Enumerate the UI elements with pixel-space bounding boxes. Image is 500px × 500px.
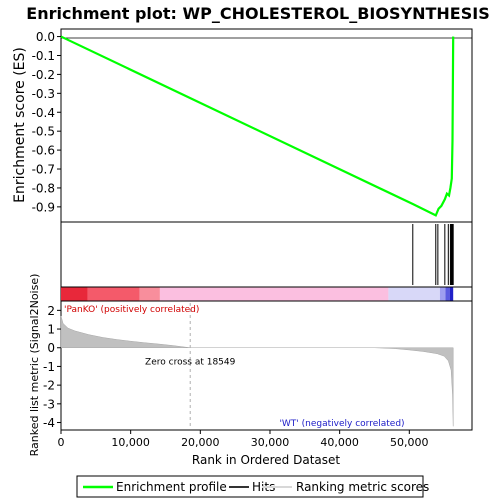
hits-panel [60,221,473,288]
rank-bar-segment [139,287,160,301]
metric-y-tick-label: -4 [43,416,55,430]
zero-cross-label: Zero cross at 18549 [145,358,236,368]
x-tick-label: 20,000 [181,436,220,449]
metric-y-tick-label: 1 [47,323,55,337]
metric-panel-frame [60,300,473,431]
ranking-metric-area [60,315,454,427]
x-axis: 0 10,000 20,000 30,000 40,000 50,000 [58,430,429,449]
chart-title: Enrichment plot: WP_CHOLESTEROL_BIOSYNTH… [26,4,489,23]
legend-frame [76,475,424,498]
hits-panel-frame [60,221,473,288]
metric-y-axis: 2 1 0 -1 -2 -3 -4 [43,304,61,430]
metric-y-tick-label: -1 [43,360,55,374]
x-tick-label: 0 [58,436,65,449]
metric-panel: Zero cross at 18549 'PanKO' (positively … [28,274,473,467]
es-y-axis-label: Enrichment score (ES) [12,47,28,203]
es-panel: 0.0-0.1-0.2-0.3-0.4-0.5-0.6-0.7-0.8-0.9 … [12,28,473,223]
x-tick-label: 30,000 [251,436,290,449]
es-panel-frame [60,28,473,223]
positive-correlation-label: 'PanKO' (positively correlated) [64,305,199,315]
metric-y-tick-label: 2 [47,304,55,318]
legend: Enrichment profile Hits Ranking metric s… [76,475,429,498]
metric-y-tick-label: 0 [47,341,55,355]
es-y-tick-label: -0.9 [32,200,55,214]
hit-lines [412,224,454,285]
rank-bar-segment [439,287,446,301]
es-y-tick-label: -0.2 [32,68,55,82]
es-y-tick-label: -0.5 [32,125,55,139]
x-tick-label: 10,000 [111,436,150,449]
es-y-axis: 0.0 -0.1 -0.2 -0.3 -0.4 -0.5 -0.6 -0.7 -0.8 -0.9 [32,30,61,214]
rank-bar-segment [87,287,140,301]
metric-y-tick-label: -2 [43,379,55,393]
es-y-tick-label: 0.0 [36,30,55,44]
x-axis-label: Rank in Ordered Dataset [192,453,340,467]
es-y-tick-label: -0.1 [32,49,55,63]
enrichment-profile-line [60,35,455,217]
rank-bar-segment [61,287,88,301]
rank-bar-segment [159,287,389,301]
legend-label-ranking-metric-scores: Ranking metric scores [296,480,429,494]
es-y-tick-label: -0.7 [32,163,55,177]
es-y-tick-label: -0.8 [32,181,55,195]
metric-y-tick-label: -3 [43,397,55,411]
negative-correlation-label: 'WT' (negatively correlated) [279,419,404,429]
es-y-tick-label: -0.6 [32,144,55,158]
x-tick-label: 50,000 [390,436,429,449]
legend-label-enrichment-profile: Enrichment profile [116,480,227,494]
x-tick-label: 40,000 [320,436,359,449]
es-y-tick-label: -0.3 [32,87,55,101]
rank-bar-segment [388,287,440,301]
es-y-tick-label: -0.4 [32,106,55,120]
rank-bar-segment [445,287,450,301]
rank-color-bar [60,286,473,302]
metric-y-axis-label: Ranked list metric (Signal2Noise) [28,274,41,457]
rank-bar-segment [449,287,454,301]
